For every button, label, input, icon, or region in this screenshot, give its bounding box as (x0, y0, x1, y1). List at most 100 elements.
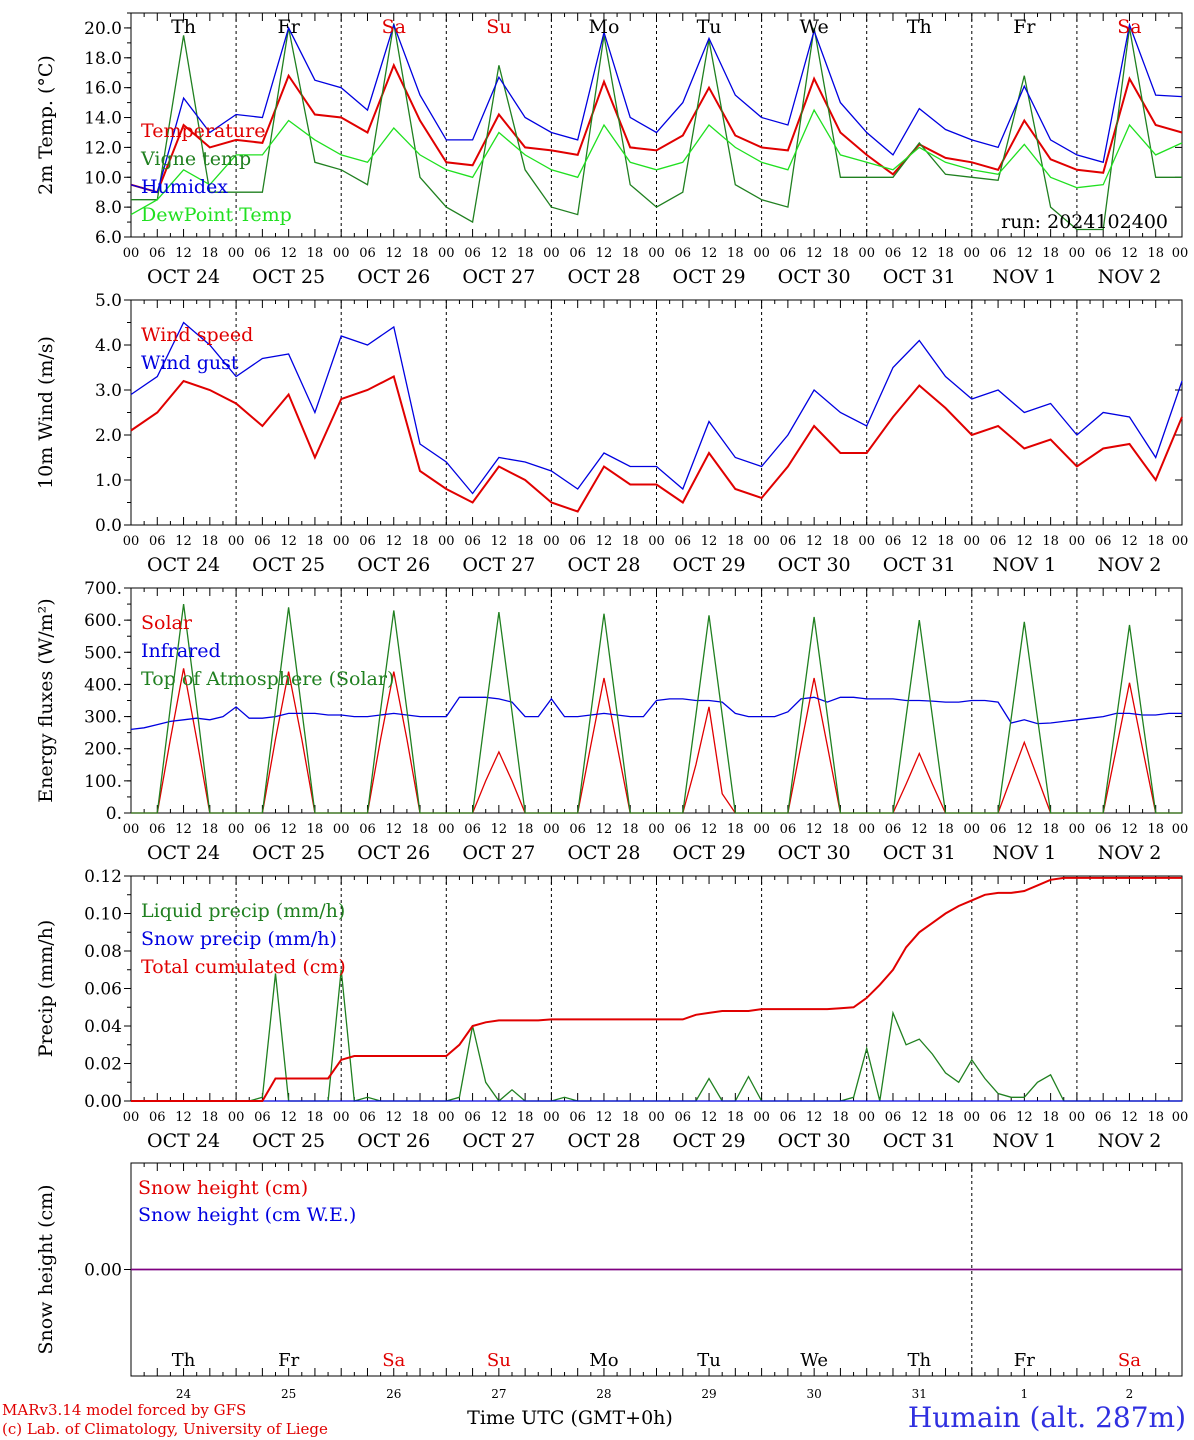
y-tick-label: 600. (84, 611, 122, 631)
hour-tick-label: 00 (1172, 534, 1189, 549)
hour-tick-label: 12 (280, 534, 297, 549)
date-label: NOV 2 (1098, 842, 1162, 864)
hour-tick-label: 00 (648, 534, 665, 549)
hour-tick-label: 12 (806, 822, 823, 837)
date-label: OCT 24 (147, 842, 220, 864)
y-tick-label: 14.0 (84, 109, 122, 129)
day-number-label: 25 (281, 1387, 296, 1401)
y-tick-label: 500. (84, 643, 122, 663)
legend-wind-gust: Wind gust (141, 352, 239, 374)
hour-tick-label: 00 (123, 246, 140, 261)
day-number-label: 26 (386, 1387, 401, 1401)
hour-tick-label: 06 (885, 1110, 902, 1125)
hour-tick-label: 00 (858, 1110, 875, 1125)
legend-snow-height-cm-w-e: Snow height (cm W.E.) (138, 1204, 356, 1226)
day-name-label: Sa (1117, 16, 1141, 38)
hour-tick-label: 00 (438, 534, 455, 549)
hour-tick-label: 18 (832, 1110, 849, 1125)
hour-tick-label: 06 (1095, 1110, 1112, 1125)
date-label: OCT 29 (673, 842, 746, 864)
hour-tick-label: 06 (254, 246, 271, 261)
y-tick-label: 16.0 (84, 79, 122, 99)
day-name-label: We (800, 1350, 828, 1371)
hour-tick-label: 12 (491, 534, 508, 549)
hour-tick-label: 18 (517, 1110, 534, 1125)
y-tick-label: 0.12 (84, 867, 122, 887)
hour-tick-label: 06 (359, 246, 376, 261)
hour-tick-label: 00 (228, 822, 245, 837)
hour-tick-label: 18 (412, 534, 429, 549)
hour-tick-label: 12 (385, 246, 402, 261)
hour-tick-label: 12 (491, 1110, 508, 1125)
legend-dewpoint-temp: DewPoint Temp (141, 204, 292, 226)
day-number-label: 2 (1126, 1387, 1134, 1401)
day-number-label: 1 (1021, 1387, 1029, 1401)
hour-tick-label: 12 (806, 1110, 823, 1125)
hour-tick-label: 12 (596, 822, 613, 837)
hour-tick-label: 18 (202, 1110, 219, 1125)
series-line-wind-gust (130, 321, 1183, 495)
hour-tick-label: 18 (412, 246, 429, 261)
hour-tick-label: 18 (202, 246, 219, 261)
day-name-label: Su (486, 16, 511, 38)
y-tick-label: 0.10 (84, 905, 122, 925)
hour-tick-label: 06 (1095, 246, 1112, 261)
hour-tick-label: 00 (333, 822, 350, 837)
day-name-label: We (800, 16, 829, 38)
hour-tick-label: 06 (1095, 534, 1112, 549)
date-label: OCT 31 (883, 266, 956, 288)
y-tick-label: 5.0 (95, 291, 122, 311)
hour-tick-label: 06 (149, 534, 166, 549)
hour-tick-label: 18 (937, 822, 954, 837)
date-label: OCT 25 (252, 842, 325, 864)
hour-tick-label: 12 (911, 1110, 928, 1125)
hour-tick-label: 06 (780, 534, 797, 549)
hour-tick-label: 12 (385, 1110, 402, 1125)
hour-tick-label: 00 (123, 822, 140, 837)
y-tick-label: 20.0 (84, 19, 122, 39)
series-line-top-of-atmosphere-solar (131, 604, 1182, 814)
hour-tick-label: 00 (964, 1110, 981, 1125)
hour-tick-label: 00 (543, 534, 560, 549)
hour-tick-label: 00 (753, 822, 770, 837)
hour-tick-label: 00 (438, 822, 455, 837)
hour-tick-label: 12 (701, 534, 718, 549)
footer-lab: (c) Lab. of Climatology, University of L… (2, 1420, 328, 1438)
date-label: OCT 28 (567, 554, 640, 576)
date-label: OCT 28 (567, 266, 640, 288)
station-label: Humain (alt. 287m) (908, 1401, 1186, 1434)
legend-temperature: Temperature (141, 120, 265, 142)
hour-tick-label: 12 (385, 822, 402, 837)
date-label: NOV 1 (992, 554, 1056, 576)
day-name-label: Th (172, 1350, 196, 1371)
hour-tick-label: 12 (1016, 822, 1033, 837)
hour-tick-label: 06 (990, 1110, 1007, 1125)
hour-tick-label: 00 (333, 534, 350, 549)
date-label: OCT 30 (778, 266, 851, 288)
hour-tick-label: 12 (175, 246, 192, 261)
series-line-total-cumulated-cm (131, 876, 1182, 1102)
date-label: OCT 30 (778, 842, 851, 864)
hour-tick-label: 12 (175, 822, 192, 837)
date-label: NOV 2 (1098, 554, 1162, 576)
hour-tick-label: 18 (622, 822, 639, 837)
hour-tick-label: 18 (1042, 246, 1059, 261)
hour-tick-label: 06 (254, 822, 271, 837)
date-label: OCT 30 (778, 554, 851, 576)
y-axis-label: Snow height (cm) (35, 1184, 57, 1354)
hour-tick-label: 12 (385, 534, 402, 549)
legend-snow-precip-mm-h: Snow precip (mm/h) (141, 928, 337, 950)
hour-tick-label: 18 (307, 1110, 324, 1125)
day-name-label: Mo (589, 1350, 618, 1371)
hour-tick-label: 00 (123, 1110, 140, 1125)
hour-tick-label: 06 (569, 534, 586, 549)
hour-tick-label: 00 (438, 246, 455, 261)
day-name-label: Th (171, 16, 196, 38)
hour-tick-label: 06 (990, 822, 1007, 837)
hour-tick-label: 12 (701, 1110, 718, 1125)
hour-tick-label: 06 (359, 1110, 376, 1125)
date-label: OCT 24 (147, 554, 220, 576)
day-name-label: Fr (278, 1350, 299, 1371)
series-line-vigne-temp (131, 23, 1182, 231)
hour-tick-label: 06 (464, 822, 481, 837)
